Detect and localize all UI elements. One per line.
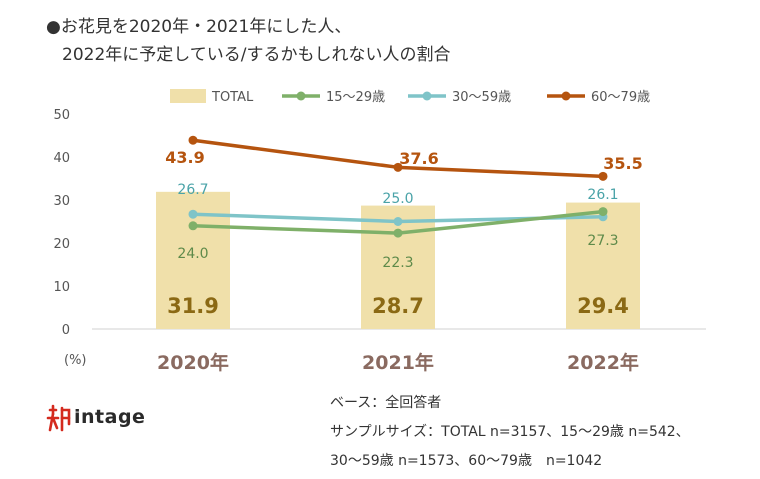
y-tick-label: 20 (53, 237, 70, 252)
total-bar-label: 28.7 (372, 294, 424, 318)
chart-title-line1: ●お花見を2020年・2021年にした人、 (46, 17, 352, 37)
intage-logo-text: intage (74, 406, 146, 428)
legend-swatch-total (170, 89, 206, 103)
total-bar-label: 31.9 (167, 294, 219, 318)
legend-label: 60～79歳 (591, 90, 650, 105)
legend-label-total: TOTAL (211, 90, 254, 105)
series-point (598, 171, 608, 181)
total-bar (566, 202, 640, 329)
age-60-79-label: 43.9 (165, 148, 204, 167)
age-15-29-label: 22.3 (382, 255, 413, 271)
y-tick-label: 30 (53, 194, 70, 209)
x-category-label: 2022年 (567, 351, 639, 374)
series-point (393, 217, 403, 226)
legend-marker (561, 91, 571, 101)
x-category-label: 2020年 (157, 351, 229, 374)
series-point (393, 162, 403, 172)
y-tick-label: 10 (53, 280, 70, 295)
age-15-29-label: 24.0 (177, 246, 208, 262)
age-30-59-label: 26.1 (587, 187, 618, 203)
age-15-29-label: 27.3 (587, 233, 618, 249)
y-tick-label: 40 (53, 151, 70, 166)
legend-label: 15～29歳 (326, 90, 385, 105)
legend-marker (422, 91, 432, 101)
y-unit-label: (%) (64, 353, 87, 368)
y-tick-label: 0 (62, 323, 70, 338)
y-tick-label: 50 (53, 108, 70, 123)
total-bar (361, 205, 435, 329)
x-category-label: 2021年 (362, 351, 434, 374)
age-60-79-label: 35.5 (603, 154, 642, 173)
series-point (188, 209, 198, 219)
age-30-59-label: 25.0 (382, 191, 413, 207)
series-point (188, 221, 198, 231)
legend-label: 30～59歳 (452, 90, 511, 105)
series-point (188, 135, 198, 145)
series-point (393, 228, 403, 238)
base-note: ベース：全回答者 (330, 395, 442, 411)
chart-title-line2: 2022年に予定している/するかもしれない人の割合 (62, 45, 451, 65)
sample-size-note-1: サンプルサイズ：TOTAL n=3157、15～29歳 n=542、 (330, 424, 690, 440)
age-60-79-label: 37.6 (399, 149, 438, 168)
age-30-59-label: 26.7 (177, 182, 208, 198)
intage-logo-icon (46, 404, 71, 432)
legend-marker (296, 91, 306, 101)
series-point (598, 207, 608, 217)
total-bar-label: 29.4 (577, 294, 629, 318)
sample-size-note-2: 30～59歳 n=1573、60～79歳 n=1042 (330, 453, 603, 469)
